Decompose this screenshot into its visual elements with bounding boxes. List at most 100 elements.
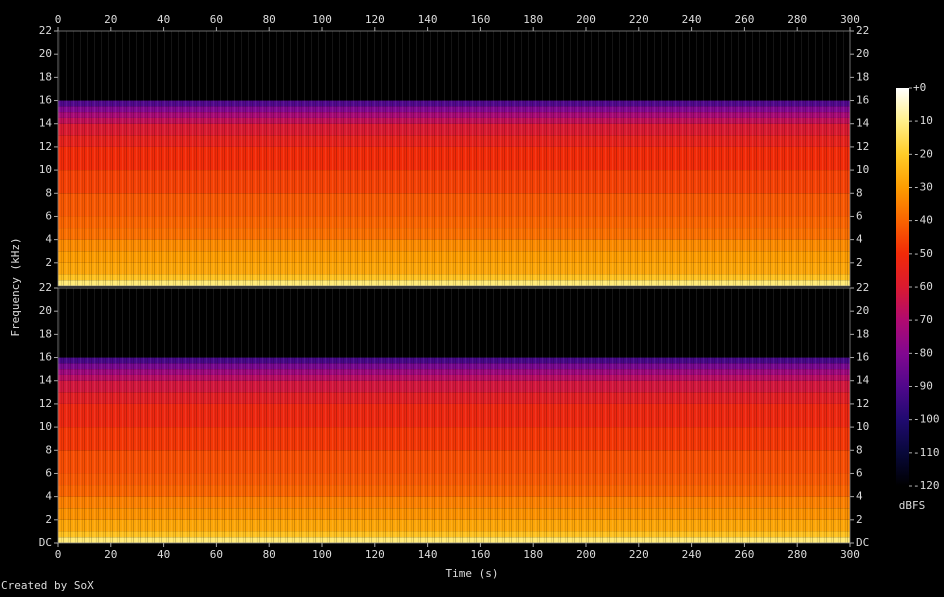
y-tick-label: 8 — [856, 186, 863, 199]
y-tick-label: 14 — [39, 117, 53, 130]
colorbar-tick-label: -60 — [913, 280, 933, 293]
y-tick-label: 20 — [39, 47, 52, 60]
x-tick-label: 280 — [787, 13, 807, 26]
x-tick-label: 220 — [629, 548, 649, 561]
texture — [58, 31, 850, 286]
channel-panel — [58, 31, 850, 286]
colorbar-tick-label: +0 — [913, 81, 926, 94]
x-tick-label: 140 — [418, 13, 438, 26]
y-tick-label: 8 — [45, 443, 52, 456]
y-tick-label: 4 — [856, 233, 863, 246]
colorbar-tick-label: -30 — [913, 181, 933, 194]
y-tick-label: 10 — [39, 163, 52, 176]
y-tick-label: 12 — [39, 140, 52, 153]
x-tick-label: 40 — [157, 13, 170, 26]
x-tick-label: 0 — [55, 13, 62, 26]
colorbar-tick-label: -40 — [913, 214, 933, 227]
x-tick-label: 100 — [312, 13, 332, 26]
y-tick-label: 2 — [45, 513, 52, 526]
y-tick-label: 2 — [856, 256, 863, 269]
x-tick-label: 0 — [55, 548, 62, 561]
y-tick-label: 18 — [39, 327, 52, 340]
y-tick-label: 16 — [856, 94, 869, 107]
y-tick-label: 10 — [39, 420, 52, 433]
y-tick-label: 4 — [856, 490, 863, 503]
y-tick-label: 16 — [39, 351, 52, 364]
colorbar-tick-label: -50 — [913, 247, 933, 260]
x-tick-label: 160 — [470, 13, 490, 26]
y-tick-label: 20 — [856, 304, 869, 317]
y-tick-label: 20 — [39, 304, 52, 317]
channel-panel — [58, 288, 850, 543]
y-tick-label: 8 — [856, 443, 863, 456]
y-tick-label: 8 — [45, 186, 52, 199]
x-tick-label: 60 — [210, 548, 223, 561]
x-tick-label: 240 — [682, 13, 702, 26]
y-tick-label: 14 — [856, 374, 870, 387]
colorbar-tick-label: -80 — [913, 346, 933, 359]
texture — [58, 288, 850, 543]
y-tick-label: 20 — [856, 47, 869, 60]
y-tick-label: 16 — [856, 351, 869, 364]
colorbar-tick-label: -100 — [913, 413, 940, 426]
x-axis-label: Time (s) — [446, 567, 499, 580]
x-tick-label: 260 — [734, 548, 754, 561]
colorbar — [896, 88, 909, 486]
y-tick-label: 14 — [856, 117, 870, 130]
x-tick-label: 40 — [157, 548, 170, 561]
y-tick-label: 22 — [856, 281, 869, 294]
x-tick-label: 200 — [576, 548, 596, 561]
x-tick-label: 280 — [787, 548, 807, 561]
y-tick-label: 22 — [39, 24, 52, 37]
x-tick-label: 240 — [682, 548, 702, 561]
x-tick-label: 300 — [840, 548, 860, 561]
colorbar-tick-label: -120 — [913, 479, 940, 492]
x-tick-label: 120 — [365, 13, 385, 26]
x-tick-label: 20 — [104, 13, 117, 26]
x-tick-label: 160 — [470, 548, 490, 561]
y-tick-label: 12 — [856, 140, 869, 153]
y-tick-label: 6 — [856, 209, 863, 222]
panel-frame — [57, 287, 851, 544]
y-tick-label: 2 — [856, 513, 863, 526]
x-tick-label: 140 — [418, 548, 438, 561]
x-tick-label: 60 — [210, 13, 223, 26]
x-tick-label: 20 — [104, 548, 117, 561]
y-tick-label: 6 — [45, 466, 52, 479]
colorbar-tick-label: -90 — [913, 380, 933, 393]
y-tick-label: 14 — [39, 374, 53, 387]
x-tick-label: 180 — [523, 548, 543, 561]
colorbar-label: dBFS — [899, 499, 926, 512]
x-tick-label: 120 — [365, 548, 385, 561]
y-tick-label: 10 — [856, 163, 869, 176]
colorbar-tick-label: -10 — [913, 114, 933, 127]
y-tick-label: 12 — [856, 397, 869, 410]
x-tick-label: 220 — [629, 13, 649, 26]
x-tick-label: 260 — [734, 13, 754, 26]
y-tick-label: 4 — [45, 490, 52, 503]
y-tick-label: 2 — [45, 256, 52, 269]
x-tick-label: 200 — [576, 13, 596, 26]
y-tick-label: 22 — [39, 281, 52, 294]
x-tick-label: 180 — [523, 13, 543, 26]
panel-frame — [57, 30, 851, 287]
credit: Created by SoX — [1, 579, 94, 592]
y-axis-label: Frequency (kHz) — [9, 237, 22, 336]
x-tick-label: 300 — [840, 13, 860, 26]
x-tick-label: 80 — [263, 13, 276, 26]
x-tick-label: 80 — [263, 548, 276, 561]
y-tick-label: 22 — [856, 24, 869, 37]
y-tick-label: 12 — [39, 397, 52, 410]
y-tick-label: 4 — [45, 233, 52, 246]
x-tick-label: 100 — [312, 548, 332, 561]
y-tick-label: 18 — [856, 70, 869, 83]
colorbar-tick-label: -70 — [913, 313, 933, 326]
y-tick-label: 6 — [856, 466, 863, 479]
y-tick-label: 18 — [39, 70, 52, 83]
y-tick-label: DC — [856, 536, 869, 549]
y-tick-label: 10 — [856, 420, 869, 433]
colorbar-tick-label: -110 — [913, 446, 940, 459]
y-tick-label: 16 — [39, 94, 52, 107]
